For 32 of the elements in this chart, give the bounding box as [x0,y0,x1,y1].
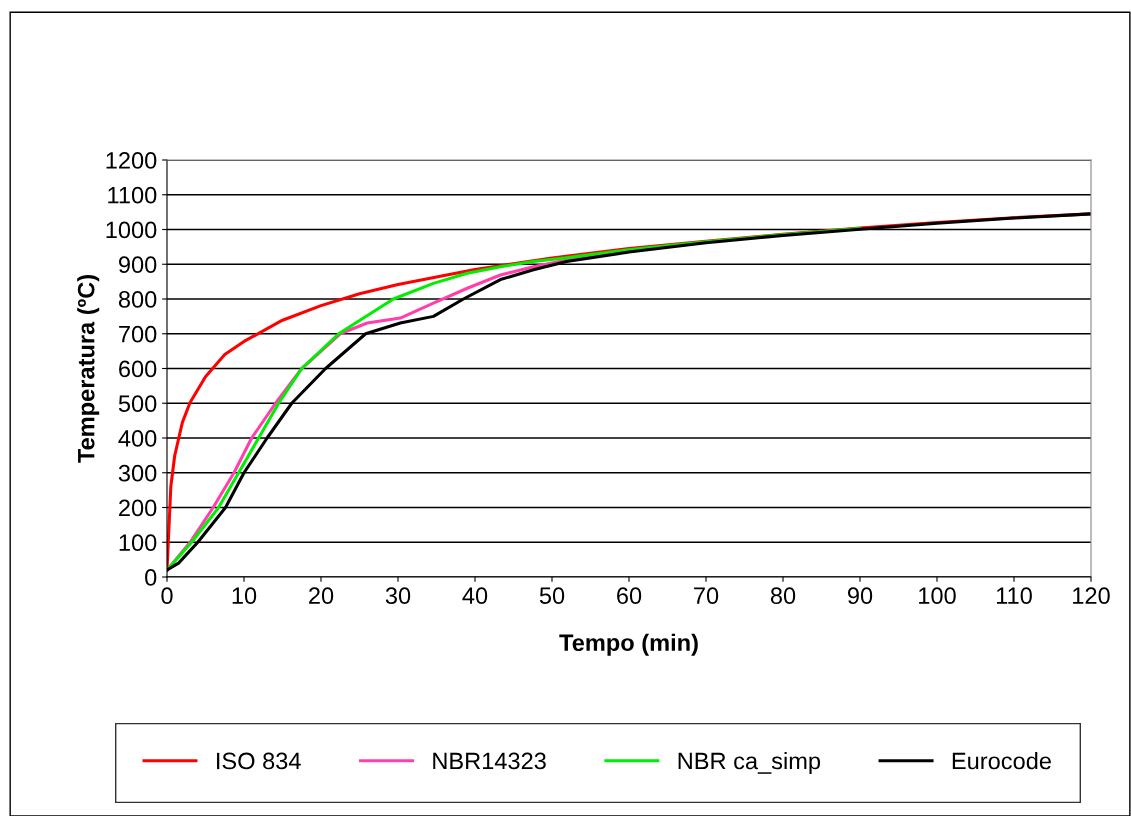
x-tick-label: 60 [617,587,642,605]
x-tick-label: 120 [1073,587,1110,605]
y-tick-label: 1200 [106,152,157,169]
x-tick-label: 50 [539,587,565,605]
y-tick-label: 100 [119,534,157,552]
y-tick-label: 1000 [106,221,157,239]
x-tick-label: 70 [694,587,719,605]
y-tick-label: 400 [118,430,157,447]
y-tick-label: 200 [119,499,157,517]
legend-label: NBR14323 [433,752,546,770]
y-tick-label: 700 [119,325,157,343]
x-tick-label: 100 [919,587,956,605]
x-tick-label: 80 [770,587,796,605]
legend-label: ISO 834 [217,752,301,770]
y-axis-title: Temperatura (ºC) [77,275,100,463]
x-tick-label: 10 [232,587,257,605]
x-tick-label: 0 [161,587,173,605]
y-tick-label: 300 [118,464,157,482]
x-tick-label: 20 [309,587,334,605]
x-tick-label: 40 [462,587,488,605]
x-tick-label: 30 [385,587,411,605]
y-tick-label: 500 [118,395,157,413]
legend-label: NBR ca_simp [678,751,821,775]
x-tick-label: 90 [847,587,873,605]
y-tick-label: 1100 [108,186,157,204]
y-tick-label: 600 [119,360,157,378]
legend-label: Eurocode [952,751,1051,770]
x-tick-label: 110 [996,587,1032,605]
y-tick-label: 0 [145,569,157,586]
x-axis-title: Tempo (min) [559,633,698,656]
y-tick-label: 900 [118,256,157,274]
y-tick-label: 800 [118,291,157,308]
